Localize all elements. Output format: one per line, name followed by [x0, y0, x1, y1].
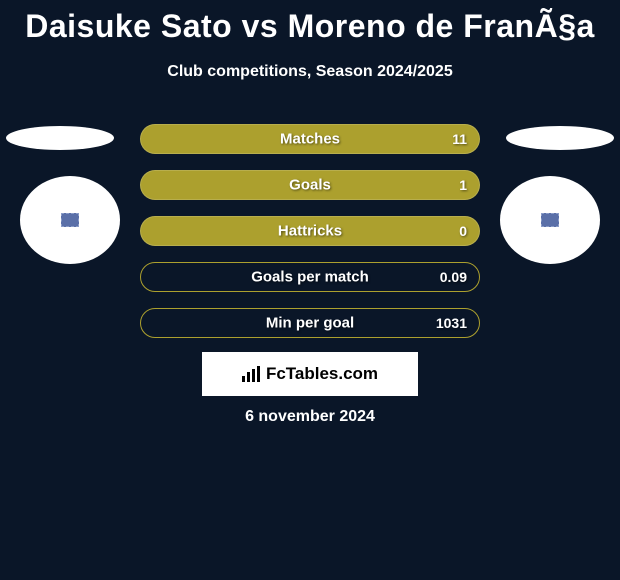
- stat-bar: Min per goal 1031: [140, 308, 480, 338]
- stat-label: Min per goal: [266, 315, 354, 332]
- logo-text: FcTables.com: [242, 364, 378, 384]
- stat-label: Hattricks: [278, 223, 342, 240]
- stat-value: 1031: [436, 315, 467, 331]
- stat-label: Goals: [289, 177, 331, 194]
- avatar-placeholder-icon: [61, 213, 79, 227]
- ellipse-right: [506, 126, 614, 150]
- stat-bar: Goals 1: [140, 170, 480, 200]
- stat-bar: Hattricks 0: [140, 216, 480, 246]
- stat-bar: Goals per match 0.09: [140, 262, 480, 292]
- avatar-left: [20, 176, 120, 264]
- avatar-right: [500, 176, 600, 264]
- stat-bars: Matches 11 Goals 1 Hattricks 0 Goals per…: [140, 124, 480, 354]
- stat-value: 11: [452, 131, 467, 147]
- stat-value: 0.09: [440, 269, 467, 285]
- date-label: 6 november 2024: [0, 408, 620, 426]
- ellipse-left: [6, 126, 114, 150]
- logo-label: FcTables.com: [266, 364, 378, 384]
- subtitle: Club competitions, Season 2024/2025: [0, 63, 620, 81]
- stat-value: 0: [459, 223, 467, 239]
- chart-icon: [242, 366, 262, 382]
- avatar-placeholder-icon: [541, 213, 559, 227]
- stat-bar: Matches 11: [140, 124, 480, 154]
- stat-label: Matches: [280, 131, 340, 148]
- page-title: Daisuke Sato vs Moreno de FranÃ§a: [0, 0, 620, 45]
- stat-label: Goals per match: [251, 269, 369, 286]
- stat-value: 1: [459, 177, 467, 193]
- logo-box: FcTables.com: [202, 352, 418, 396]
